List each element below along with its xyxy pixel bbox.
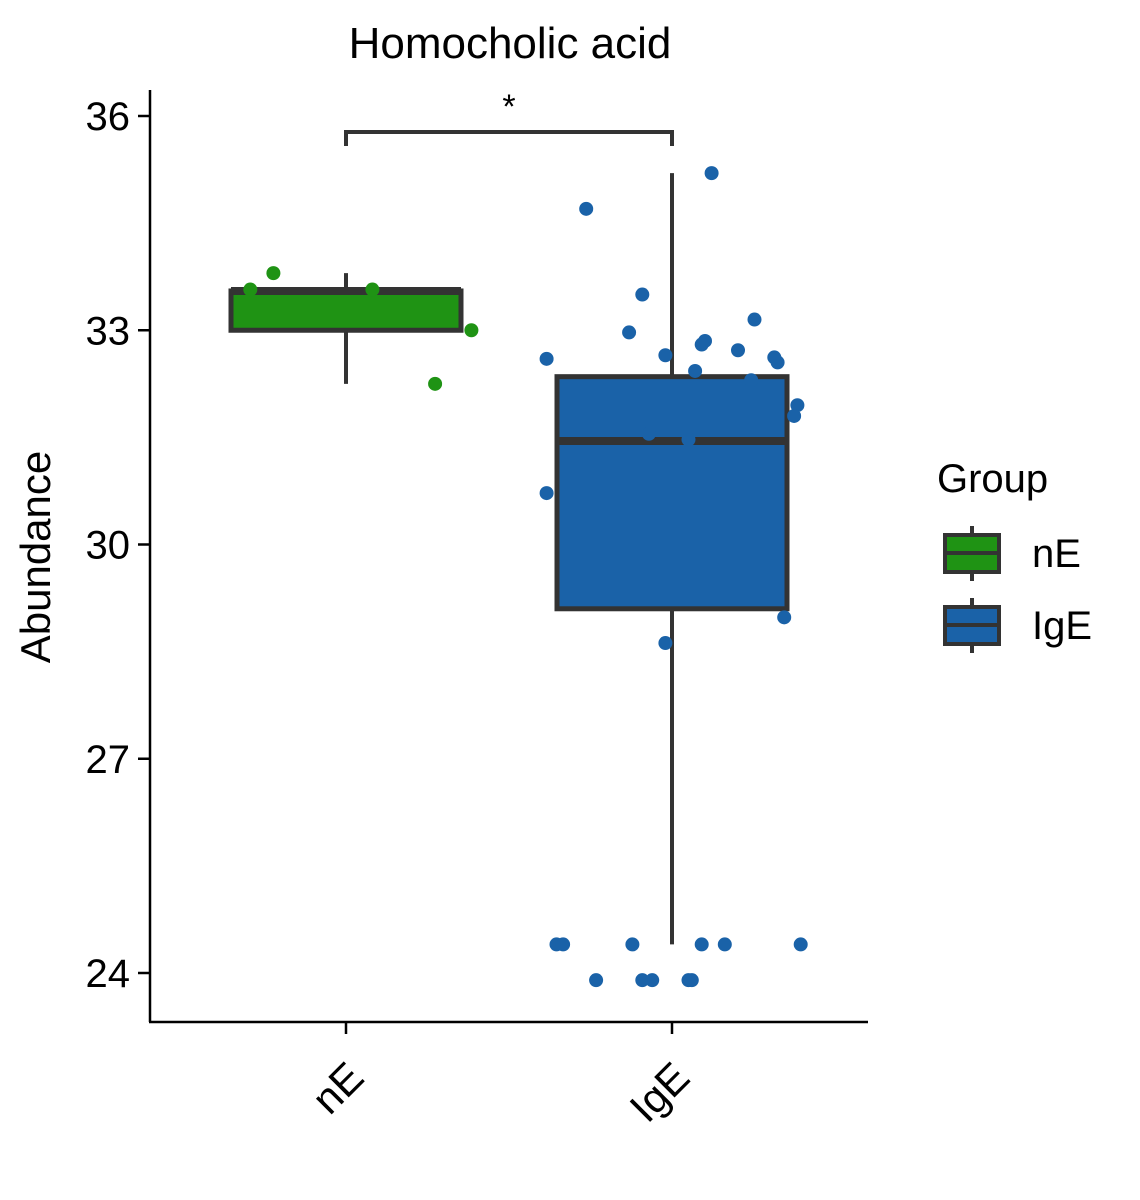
legend-label: IgE <box>1032 604 1092 648</box>
data-point <box>694 337 709 352</box>
box <box>554 374 790 612</box>
x-tick-label: IgE <box>621 1053 699 1131</box>
data-point <box>625 937 640 952</box>
data-point <box>793 937 808 952</box>
data-point <box>688 363 703 378</box>
data-point <box>622 325 637 340</box>
data-point <box>365 282 380 297</box>
y-tick-label: 30 <box>86 524 131 568</box>
significance-bracket <box>344 130 674 146</box>
data-point <box>684 973 699 988</box>
data-point <box>539 351 554 366</box>
data-point <box>787 408 802 423</box>
data-point <box>635 287 650 302</box>
data-point <box>681 432 696 447</box>
data-point <box>645 973 660 988</box>
data-point <box>658 348 673 363</box>
legend-entries: nE IgE <box>943 526 1092 653</box>
data-point <box>556 937 571 952</box>
data-point <box>635 973 650 988</box>
data-point <box>694 937 709 952</box>
x-tick-label: nE <box>303 1053 373 1123</box>
y-tick-label: 36 <box>86 95 131 139</box>
y-tick-label: 24 <box>86 952 131 996</box>
data-point <box>770 355 785 370</box>
legend-title: Group <box>937 457 1048 501</box>
plot-area: 24 27 30 33 36 nE IgE * <box>86 88 868 1131</box>
legend: Group nE IgE <box>937 457 1092 653</box>
significance-label: * <box>502 88 515 126</box>
data-point <box>428 376 443 391</box>
box <box>228 288 464 333</box>
chart-title: Homocholic acid <box>349 19 672 68</box>
data-point <box>747 312 762 327</box>
data-point <box>790 398 805 413</box>
data-point <box>731 343 745 358</box>
data-point <box>744 373 759 388</box>
data-point <box>266 266 281 281</box>
data-point <box>658 636 673 651</box>
data-point <box>243 282 258 297</box>
data-point <box>579 201 594 216</box>
y-tick-label: 27 <box>86 738 131 782</box>
data-point <box>717 937 732 952</box>
data-point <box>464 323 479 338</box>
legend-label: nE <box>1032 532 1081 576</box>
data-point <box>641 426 656 441</box>
data-point <box>539 486 554 501</box>
data-point <box>704 166 719 181</box>
data-point <box>777 610 792 625</box>
y-axis-label: Abundance <box>12 451 59 664</box>
y-tick-label: 33 <box>86 309 131 353</box>
data-point <box>589 973 604 988</box>
